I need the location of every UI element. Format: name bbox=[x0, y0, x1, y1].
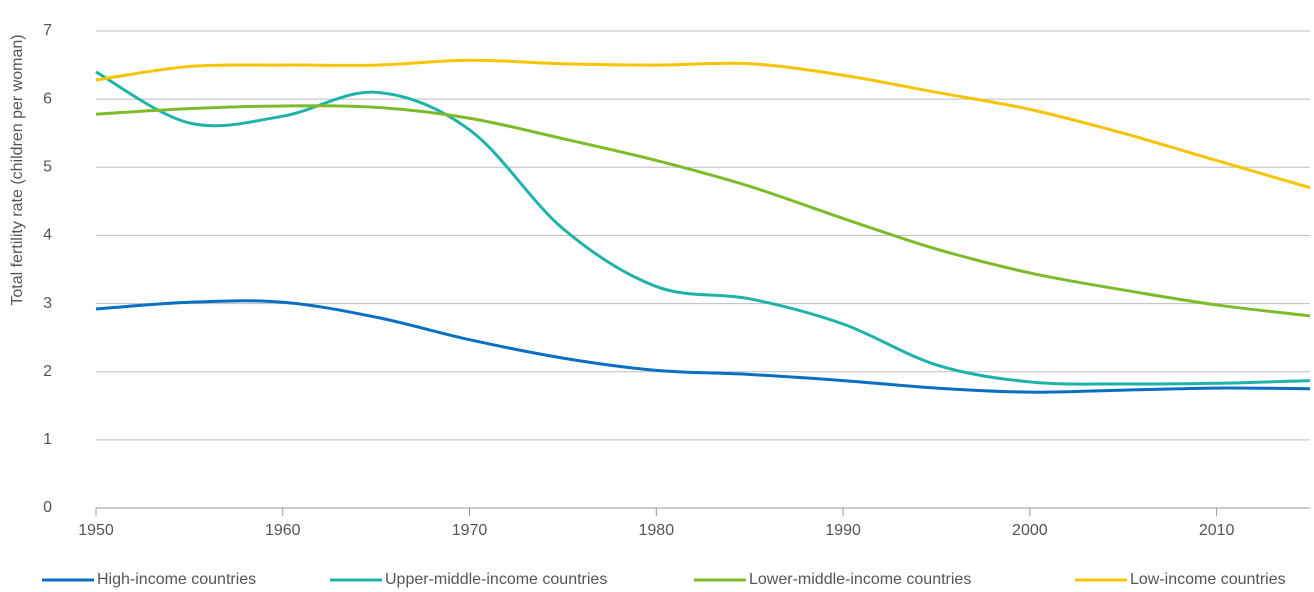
legend-label: Lower-middle-income countries bbox=[749, 571, 971, 588]
y-tick-label: 0 bbox=[43, 499, 52, 516]
x-tick-label: 1980 bbox=[639, 522, 675, 539]
y-tick-label: 1 bbox=[43, 431, 52, 448]
x-tick-label: 2000 bbox=[1012, 522, 1048, 539]
y-tick-label: 2 bbox=[43, 363, 52, 380]
y-tick-label: 7 bbox=[43, 22, 52, 39]
y-tick-label: 3 bbox=[43, 295, 52, 312]
x-tick-label: 2010 bbox=[1199, 522, 1235, 539]
x-tick-label: 1970 bbox=[452, 522, 488, 539]
legend-label: High-income countries bbox=[97, 571, 256, 588]
series-line bbox=[95, 104, 1311, 318]
x-tick-label: 1960 bbox=[265, 522, 301, 539]
series-line bbox=[95, 299, 1311, 394]
y-tick-label: 6 bbox=[43, 90, 52, 107]
y-tick-label: 4 bbox=[43, 227, 52, 244]
x-tick-label: 1990 bbox=[825, 522, 861, 539]
x-tick-label: 1950 bbox=[78, 522, 114, 539]
series-line bbox=[95, 70, 1311, 386]
legend-label: Low-income countries bbox=[1130, 571, 1286, 588]
y-tick-label: 5 bbox=[43, 159, 52, 176]
y-axis-label: Total fertility rate (children per woman… bbox=[9, 34, 26, 305]
legend-label: Upper-middle-income countries bbox=[385, 571, 607, 588]
series-line bbox=[95, 58, 1311, 190]
